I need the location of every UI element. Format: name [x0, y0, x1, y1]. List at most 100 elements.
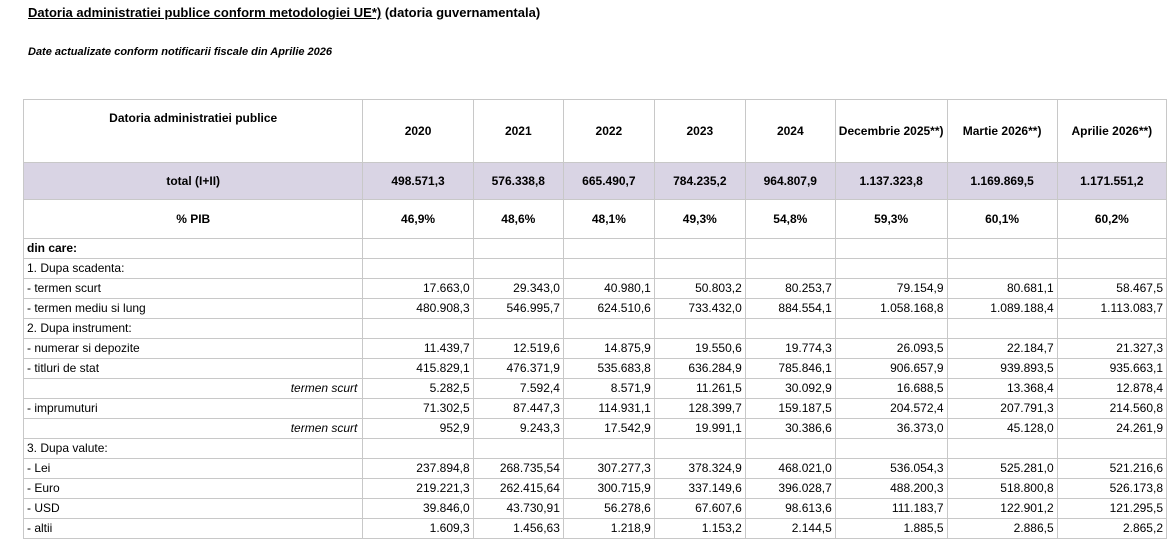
row-value: 80.681,1	[946, 278, 1058, 299]
row-value: 121.295,5	[1056, 498, 1167, 519]
row-value: 939.893,5	[946, 358, 1058, 379]
row-value: 21.327,3	[1056, 338, 1167, 359]
row-value	[946, 438, 1058, 459]
row-value: 207.791,3	[946, 398, 1058, 419]
pib-value: 60,1%	[946, 199, 1058, 239]
row-value: 733.432,0	[653, 298, 746, 319]
row-value: 415.829,1	[362, 358, 474, 379]
row-value	[562, 318, 655, 339]
row-value	[834, 258, 948, 279]
column-header: 2020	[362, 99, 474, 163]
row-label: - USD	[22, 498, 364, 519]
row-value	[472, 238, 564, 259]
row-value	[744, 438, 836, 459]
row-value	[653, 238, 746, 259]
row-label: 3. Dupa valute:	[22, 438, 364, 459]
column-header: Aprilie 2026**)	[1056, 99, 1167, 163]
row-value: 98.613,6	[744, 498, 836, 519]
row-value: 111.183,7	[834, 498, 948, 519]
row-value: 67.607,6	[653, 498, 746, 519]
row-value: 480.908,3	[362, 298, 474, 319]
table-row: termen scurt 5.282,5 7.592,4 8.571,9 11.261,…	[22, 378, 1167, 399]
row-value: 17.542,9	[562, 418, 655, 439]
row-value: 396.028,7	[744, 478, 836, 499]
row-value: 128.399,7	[653, 398, 746, 419]
row-value: 884.554,1	[744, 298, 836, 319]
pib-value: 48,6%	[472, 199, 564, 239]
row-value: 526.173,8	[1056, 478, 1167, 499]
row-value: 476.371,9	[472, 358, 564, 379]
row-value: 19.991,1	[653, 418, 746, 439]
row-value	[946, 258, 1058, 279]
header-row: Datoria administratiei publice 2020 2021 20…	[22, 99, 1167, 163]
row-value: 58.467,5	[1056, 278, 1167, 299]
table-row: - termen mediu si lung 480.908,3 546.995,7…	[22, 298, 1167, 319]
row-value: 114.931,1	[562, 398, 655, 419]
row-label: din care:	[22, 238, 364, 259]
row-value: 19.774,3	[744, 338, 836, 359]
row-value: 1.058.168,8	[834, 298, 948, 319]
row-value	[1056, 318, 1167, 339]
row-value: 80.253,7	[744, 278, 836, 299]
row-value	[472, 258, 564, 279]
row-value: 8.571,9	[562, 378, 655, 399]
row-value: 204.572,4	[834, 398, 948, 419]
row-value: 11.439,7	[362, 338, 474, 359]
row-value: 40.980,1	[562, 278, 655, 299]
row-value: 518.800,8	[946, 478, 1058, 499]
row-value	[653, 318, 746, 339]
row-label: - termen scurt	[22, 278, 364, 299]
pib-value: 48,1%	[562, 199, 655, 239]
row-value: 45.128,0	[946, 418, 1058, 439]
row-value: 22.184,7	[946, 338, 1058, 359]
column-header: 2024	[744, 99, 836, 163]
row-value: 636.284,9	[653, 358, 746, 379]
row-label: - termen mediu si lung	[22, 298, 364, 319]
row-value: 16.688,5	[834, 378, 948, 399]
row-value: 29.343,0	[472, 278, 564, 299]
table-row: - Euro 219.221,3 262.415,64 300.715,9 337.14…	[22, 478, 1167, 499]
total-value: 576.338,8	[472, 162, 564, 200]
table-row: 3. Dupa valute:	[22, 438, 1167, 459]
row-value	[744, 318, 836, 339]
row-value	[362, 258, 474, 279]
column-header: 2023	[653, 99, 746, 163]
table-row: - numerar si depozite 11.439,7 12.519,6 14.…	[22, 338, 1167, 359]
table-row: - titluri de stat 415.829,1 476.371,9 535.6…	[22, 358, 1167, 379]
row-value	[362, 438, 474, 459]
row-value: 1.089.188,4	[946, 298, 1058, 319]
row-value	[653, 438, 746, 459]
row-value	[562, 238, 655, 259]
row-value	[362, 238, 474, 259]
title-main: Datoria administratiei publice conform m…	[28, 5, 382, 20]
row-value: 56.278,6	[562, 498, 655, 519]
row-value: 624.510,6	[562, 298, 655, 319]
row-value	[653, 258, 746, 279]
row-value	[1056, 258, 1167, 279]
row-value: 7.592,4	[472, 378, 564, 399]
total-value: 1.137.323,8	[834, 162, 948, 200]
table-row: 1. Dupa scadenta:	[22, 258, 1167, 279]
row-value	[744, 258, 836, 279]
row-value	[946, 238, 1058, 259]
table-row: - termen scurt 17.663,0 29.343,0 40.980,1 50…	[22, 278, 1167, 299]
row-value: 24.261,9	[1056, 418, 1167, 439]
total-value: 665.490,7	[562, 162, 655, 200]
row-label: - Euro	[22, 478, 364, 499]
row-value: 159.187,5	[744, 398, 836, 419]
row-value: 30.386,6	[744, 418, 836, 439]
table-row: - imprumuturi 71.302,5 87.447,3 114.931,1 12…	[22, 398, 1167, 419]
row-value: 262.415,64	[472, 478, 564, 499]
pib-value: 60,2%	[1056, 199, 1167, 239]
row-value: 39.846,0	[362, 498, 474, 519]
row-value: 12.878,4	[1056, 378, 1167, 399]
row-label: - titluri de stat	[22, 358, 364, 379]
pib-value: 54,8%	[744, 199, 836, 239]
row-value	[744, 238, 836, 259]
row-value: 785.846,1	[744, 358, 836, 379]
row-value: 71.302,5	[362, 398, 474, 419]
pib-row: % PIB 46,9% 48,6% 48,1% 49,3% 54,8% 59,3% 60,1%…	[22, 199, 1167, 239]
row-value: 12.519,6	[472, 338, 564, 359]
row-value	[946, 318, 1058, 339]
page-subtitle: Date actualizate conform notificarii fis…	[28, 46, 333, 58]
